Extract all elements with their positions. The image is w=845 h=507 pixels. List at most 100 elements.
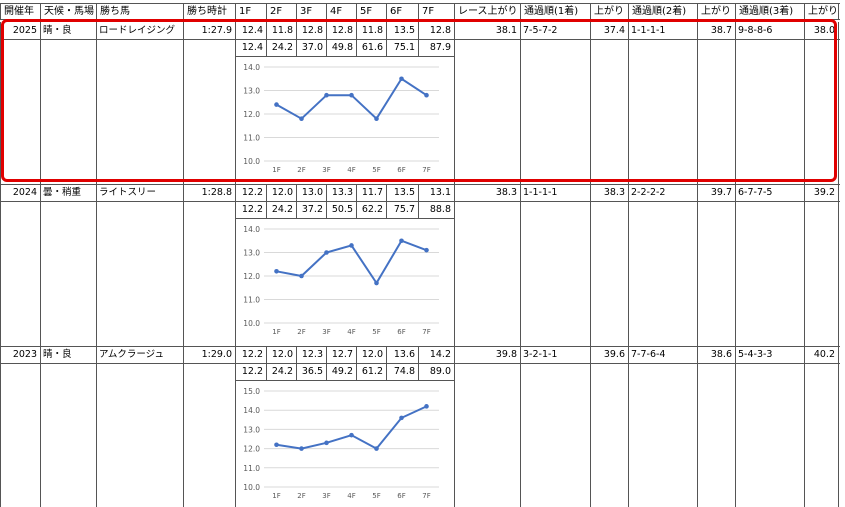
cumulative-cell: 62.2 [361, 204, 383, 215]
lap-cell: 11.7 [361, 187, 383, 198]
header-cell: レース上がり [458, 6, 518, 17]
cumulative-cell: 12.2 [241, 366, 263, 377]
x-tick-label: 4F [347, 328, 355, 336]
lap-cell: 12.8 [331, 25, 353, 36]
race-last-cell: 39.8 [495, 349, 517, 360]
header-cell: 2F [270, 6, 283, 17]
x-tick-label: 5F [372, 492, 380, 500]
lap-cell: 14.2 [429, 349, 451, 360]
data-point [349, 432, 354, 438]
header-cell: 上がり [594, 6, 624, 17]
x-tick-label: 5F [372, 328, 380, 336]
x-tick-label: 4F [347, 166, 355, 174]
series-line [276, 77, 428, 121]
cumulative-cell: 61.2 [361, 366, 383, 377]
data-point [349, 243, 354, 248]
lap-cell: 12.7 [331, 349, 353, 360]
cumulative-cell: 37.0 [301, 42, 323, 53]
x-tick-label: 3F [322, 328, 330, 336]
x-tick-label: 1F [272, 328, 280, 336]
lap-cell: 13.5 [393, 187, 415, 198]
data-point [299, 273, 304, 279]
x-tick-label: 7F [422, 166, 430, 174]
header-cell: 上がり [808, 6, 838, 17]
data-point [374, 446, 379, 451]
x-tick-label: 6F [397, 166, 405, 174]
lap-cell: 13.3 [331, 187, 353, 198]
lap-cell: 12.3 [301, 349, 323, 360]
data-point [374, 116, 379, 121]
lap-cell: 12.8 [301, 25, 323, 36]
data-point [324, 440, 329, 446]
x-tick-label: 3F [322, 166, 330, 174]
y-tick-label: 12.0 [243, 110, 260, 119]
x-tick-label: 5F [372, 166, 380, 174]
lap-cell: 12.2 [241, 349, 263, 360]
pass-order-1-cell: 1-1-1-1 [523, 187, 558, 198]
race-last-cell: 38.3 [495, 187, 517, 198]
header-cell: 開催年 [4, 6, 34, 17]
x-tick-label: 2F [297, 166, 305, 174]
pass-order-3-cell: 5-4-3-3 [738, 349, 773, 360]
header-cell: 通過順(3着) [739, 6, 794, 17]
winner-cell: ライトスリー [99, 187, 157, 198]
y-tick-label: 14.0 [243, 63, 260, 72]
pass-order-3-cell: 6-7-7-5 [738, 187, 773, 198]
data-point [274, 269, 279, 274]
data-point [399, 238, 404, 244]
cumulative-cell: 75.1 [393, 42, 415, 53]
pass-order-1-cell: 3-2-1-1 [523, 349, 558, 360]
highlight-box [1, 19, 837, 182]
x-tick-label: 2F [297, 492, 305, 500]
year-cell: 2024 [12, 187, 37, 198]
header-cell: 上がり [701, 6, 731, 17]
last-2-cell: 38.6 [710, 349, 732, 360]
y-tick-label: 10.0 [243, 483, 260, 492]
lap-cell: 13.6 [393, 349, 415, 360]
cumulative-cell: 36.5 [301, 366, 323, 377]
cumulative-cell: 24.2 [271, 366, 293, 377]
condition-cell: 晴・良 [43, 25, 72, 36]
lap-cell: 12.4 [241, 25, 263, 36]
pass-order-2-cell: 1-1-1-1 [631, 25, 666, 36]
pass-order-3-cell: 9-8-8-6 [738, 25, 773, 36]
y-tick-label: 12.0 [243, 272, 260, 281]
cumulative-cell: 24.2 [271, 204, 293, 215]
winner-cell: アムクラージュ [99, 349, 164, 360]
y-tick-label: 14.0 [243, 225, 260, 234]
last-1-cell: 37.4 [603, 25, 625, 36]
y-tick-label: 12.0 [243, 445, 260, 454]
cumulative-cell: 50.5 [331, 204, 353, 215]
data-point [424, 92, 429, 98]
data-point [399, 415, 404, 421]
series-line [276, 405, 427, 450]
y-tick-label: 11.0 [243, 464, 260, 473]
cumulative-cell: 24.2 [271, 42, 293, 53]
pass-order-2-cell: 2-2-2-2 [631, 187, 666, 198]
cumulative-cell: 12.4 [241, 42, 263, 53]
pass-order-1-cell: 7-5-7-2 [523, 25, 558, 36]
last-2-cell: 38.7 [710, 25, 732, 36]
header-cell: 5F [360, 6, 373, 17]
cumulative-cell: 37.2 [301, 204, 323, 215]
x-tick-label: 6F [397, 492, 405, 500]
y-tick-label: 15.0 [243, 387, 260, 396]
data-point [274, 102, 279, 107]
lap-cell: 12.0 [361, 349, 383, 360]
last-1-cell: 39.6 [603, 349, 625, 360]
lap-cell: 12.2 [241, 187, 263, 198]
time-cell: 1:28.8 [201, 187, 232, 198]
header-cell: 通過順(2着) [632, 6, 687, 17]
x-tick-label: 7F [422, 328, 430, 336]
lap-cell: 13.0 [301, 187, 323, 198]
lap-cell: 11.8 [271, 25, 293, 36]
lap-chart: 14.0 13.0 12.0 11.0 10.0 1F 2F 3F 4F 5F 6F 7F [243, 225, 439, 336]
cumulative-cell: 89.0 [429, 366, 451, 377]
last-3-cell: 39.2 [813, 187, 835, 198]
lap-cell: 13.5 [393, 25, 415, 36]
cumulative-cell: 49.8 [331, 42, 353, 53]
year-cell: 2025 [12, 25, 37, 36]
last-3-cell: 38.0 [813, 25, 835, 36]
last-3-cell: 40.2 [813, 349, 835, 360]
